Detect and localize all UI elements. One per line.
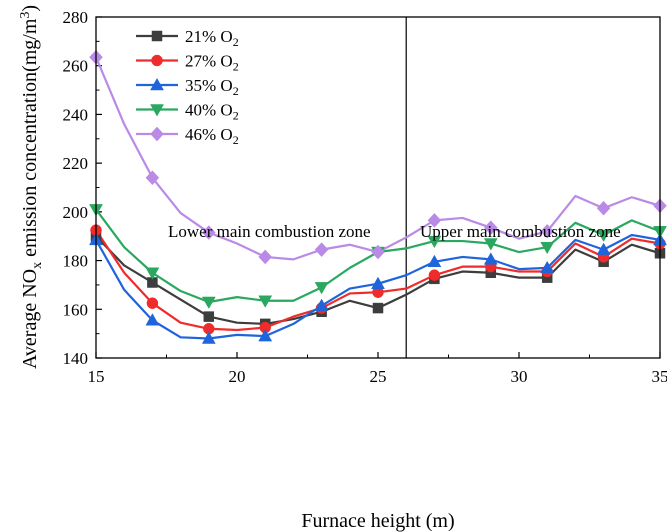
data-point-marker bbox=[258, 329, 273, 342]
y-axis-label-sup: 3 bbox=[18, 12, 33, 19]
data-point-marker bbox=[596, 229, 611, 243]
legend-label: 40% O2 bbox=[185, 101, 239, 123]
y-tick-label: 180 bbox=[63, 252, 89, 271]
y-tick-label: 220 bbox=[63, 154, 89, 173]
plot-area bbox=[96, 17, 660, 358]
legend-label-sub: 2 bbox=[233, 133, 239, 147]
legend-label-main: 40% O bbox=[185, 101, 233, 120]
data-point-marker bbox=[201, 225, 216, 240]
data-point-marker bbox=[596, 200, 611, 216]
data-point-marker bbox=[314, 242, 329, 257]
legend-label-main: 21% O bbox=[185, 27, 233, 46]
data-point-marker bbox=[258, 295, 273, 308]
legend-label: 46% O2 bbox=[185, 125, 239, 147]
y-axis-label-close: ) bbox=[19, 5, 41, 12]
x-tick-label: 30 bbox=[511, 367, 528, 386]
legend-label-main: 27% O bbox=[185, 52, 233, 71]
data-point-marker bbox=[427, 213, 442, 228]
legend-label-sub: 2 bbox=[233, 60, 239, 74]
y-tick-labels: 140 160 180 200 220 240 260 280 bbox=[63, 8, 89, 368]
x-tick-label: 15 bbox=[88, 367, 105, 386]
x-tick-label: 20 bbox=[229, 367, 246, 386]
data-point-marker bbox=[483, 252, 498, 265]
data-point-marker bbox=[427, 235, 442, 249]
data-point-marker bbox=[483, 220, 498, 236]
legend-label-sub: 2 bbox=[233, 109, 239, 123]
data-point-marker bbox=[371, 244, 385, 260]
data-point-marker bbox=[201, 331, 216, 344]
legend-marker bbox=[151, 54, 163, 67]
data-point-marker bbox=[372, 302, 384, 314]
x-axis-label: Furnace height (m) bbox=[301, 510, 454, 532]
data-point-marker bbox=[145, 313, 160, 326]
legend-marker bbox=[151, 30, 163, 42]
data-point-marker bbox=[201, 296, 216, 309]
x-tick-labels: 15 20 25 30 35 bbox=[88, 367, 667, 386]
data-point-marker bbox=[314, 298, 329, 311]
data-point-marker bbox=[427, 254, 442, 268]
y-tick-label: 240 bbox=[63, 105, 89, 124]
data-point-marker bbox=[540, 223, 555, 239]
y-tick-label: 140 bbox=[63, 349, 89, 368]
y-axis-label: Average NOx emission concentration(mg/m3… bbox=[18, 5, 45, 369]
data-point-marker bbox=[596, 242, 611, 255]
legend-label: 21% O2 bbox=[185, 27, 239, 49]
data-point-marker bbox=[203, 311, 215, 322]
y-tick-label: 280 bbox=[63, 8, 89, 27]
legend-label-main: 46% O bbox=[185, 125, 233, 144]
legend-label-sub: 2 bbox=[233, 84, 239, 98]
series-markers bbox=[89, 49, 667, 344]
x-tick-label: 25 bbox=[370, 367, 387, 386]
legend-marker bbox=[150, 104, 164, 117]
data-point-marker bbox=[371, 276, 385, 289]
zone-label-lower: Lower main combustion zone bbox=[168, 222, 371, 241]
data-point-marker bbox=[428, 269, 441, 281]
legend-label: 27% O2 bbox=[185, 52, 239, 74]
x-tick-label: 35 bbox=[652, 367, 667, 386]
legend-label: 35% O2 bbox=[185, 76, 239, 98]
zone-label-upper: Upper main combustion zone bbox=[420, 222, 621, 241]
legend-marker bbox=[150, 126, 164, 142]
y-tick-label: 260 bbox=[63, 57, 89, 76]
data-point-marker bbox=[314, 282, 329, 295]
data-point-marker bbox=[540, 241, 555, 255]
y-axis-label-main: Average NO bbox=[19, 269, 41, 369]
y-axis-label-sub: x bbox=[30, 262, 45, 269]
data-point-marker bbox=[258, 249, 273, 265]
data-point-marker bbox=[145, 170, 160, 186]
y-axis-label-rest: emission concentration(mg/m bbox=[19, 18, 41, 262]
data-point-marker bbox=[145, 267, 160, 280]
data-point-marker bbox=[483, 238, 498, 251]
legend-label-sub: 2 bbox=[233, 35, 239, 49]
y-tick-label: 200 bbox=[63, 203, 89, 222]
data-point-marker bbox=[540, 260, 555, 274]
legend-label-main: 35% O bbox=[185, 76, 233, 95]
plot-frame bbox=[95, 16, 661, 359]
legend-marker bbox=[150, 77, 164, 91]
data-point-marker bbox=[146, 297, 159, 309]
y-tick-label: 160 bbox=[63, 300, 89, 319]
